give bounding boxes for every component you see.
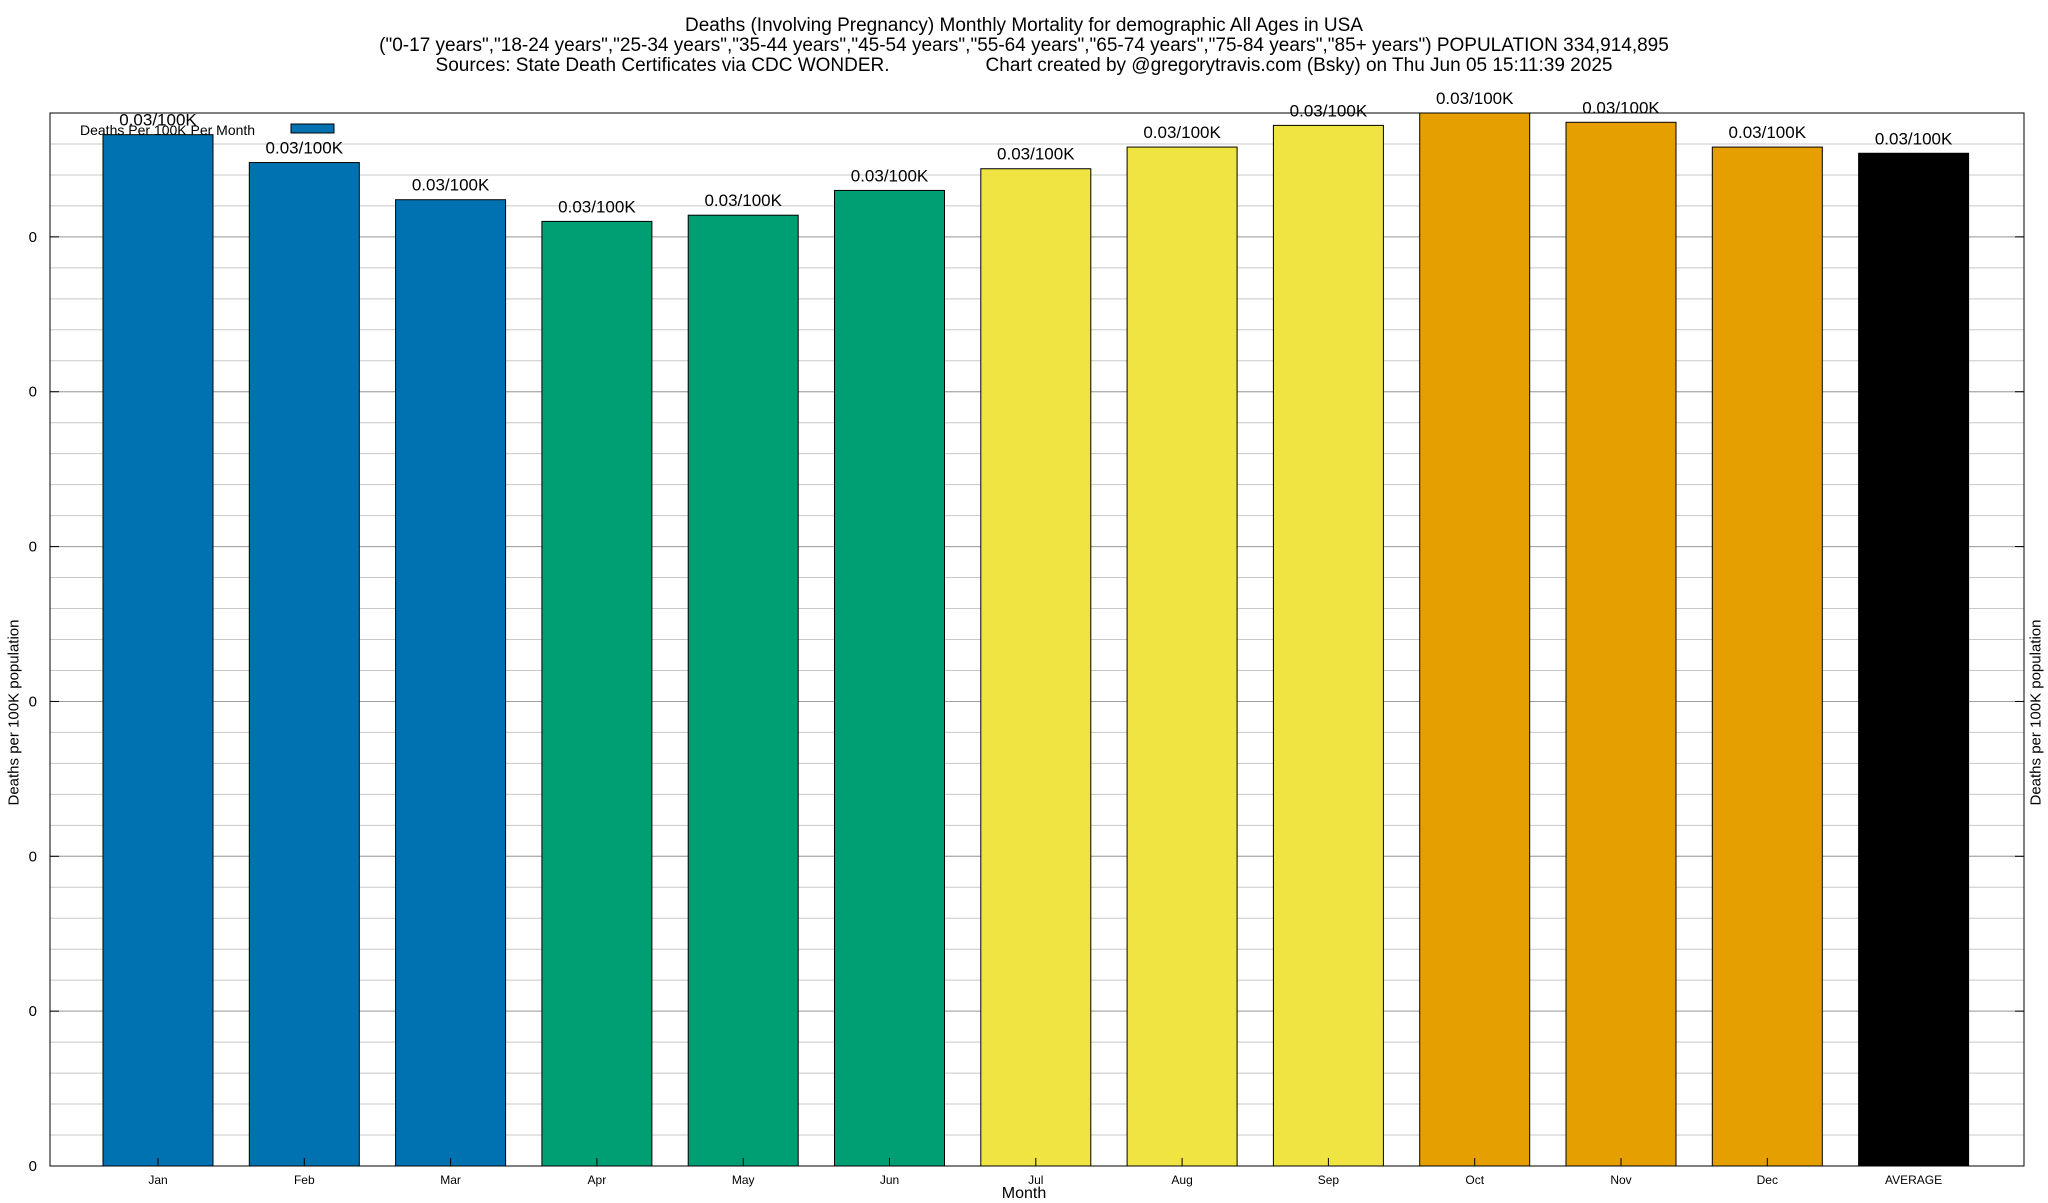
y-axis-label-left: Deaths per 100K population xyxy=(5,619,23,806)
bar xyxy=(248,162,360,1167)
x-tick-label: Jun xyxy=(880,1173,899,1187)
data-label: 0.03/100K xyxy=(997,145,1075,164)
legend-label: Deaths Per 100K Per Month xyxy=(80,122,255,138)
y-tick-label: 0 xyxy=(29,1003,37,1020)
data-label: 0.03/100K xyxy=(558,197,636,216)
data-label: 0.03/100K xyxy=(266,139,344,158)
x-tick-label: Aug xyxy=(1171,1173,1192,1187)
chart-sources-line: Sources: State Death Certificates via CD… xyxy=(0,55,2048,77)
y-tick-label: 0 xyxy=(29,693,37,710)
bar xyxy=(1126,146,1238,1167)
data-label: 0.03/100K xyxy=(1290,101,1368,120)
data-label: 0.03/100K xyxy=(1729,123,1807,142)
x-tick-label: May xyxy=(732,1173,755,1187)
bar xyxy=(395,199,507,1167)
x-tick-label: Sep xyxy=(1318,1173,1340,1187)
x-tick-label: Jan xyxy=(148,1173,167,1187)
x-tick-label: Nov xyxy=(1610,1173,1631,1187)
data-label: 0.03/100K xyxy=(851,166,929,185)
x-tick-label: Apr xyxy=(588,1173,607,1187)
bar xyxy=(541,220,653,1167)
data-label: 0.03/100K xyxy=(412,176,490,195)
bar xyxy=(980,168,1092,1167)
data-label: 0.03/100K xyxy=(1436,89,1514,108)
y-tick-label: 0 xyxy=(29,229,37,246)
bar xyxy=(102,134,214,1167)
bar xyxy=(1419,112,1531,1167)
x-tick-label: Feb xyxy=(294,1173,315,1187)
bar xyxy=(1711,146,1823,1167)
chart-credit: Chart created by @gregorytravis.com (Bsk… xyxy=(985,55,1613,76)
y-axis-label-right: Deaths per 100K population xyxy=(2027,619,2045,806)
bar xyxy=(687,214,799,1167)
data-label: 0.03/100K xyxy=(119,111,197,130)
x-tick-label: Oct xyxy=(1465,1173,1484,1187)
y-tick-label: 0 xyxy=(29,384,37,401)
chart-subtitle: ("0-17 years","18-24 years","25-34 years… xyxy=(379,35,1669,56)
bar xyxy=(1565,121,1677,1167)
plot-frame xyxy=(49,112,2025,1167)
x-tick-label: Dec xyxy=(1757,1173,1778,1187)
y-tick-label: 0 xyxy=(29,848,37,865)
data-label: 0.03/100K xyxy=(1143,123,1221,142)
y-tick-label: 0 xyxy=(29,1158,37,1175)
chart-title: Deaths (Involving Pregnancy) Monthly Mor… xyxy=(685,15,1363,36)
y-tick-label: 0 xyxy=(29,539,37,556)
data-label: 0.03/100K xyxy=(1582,98,1660,117)
x-axis-label: Month xyxy=(1001,1185,1047,1202)
legend-swatch xyxy=(290,123,335,134)
x-tick-label: AVERAGE xyxy=(1885,1173,1942,1187)
bar xyxy=(1858,152,1970,1167)
bar xyxy=(834,189,945,1167)
x-tick-label: Mar xyxy=(440,1173,461,1187)
x-tick-label: Jul xyxy=(1028,1173,1043,1187)
bar xyxy=(1272,124,1384,1167)
data-label: 0.03/100K xyxy=(704,191,782,210)
chart-sources: Sources: State Death Certificates via CD… xyxy=(435,55,890,76)
data-label: 0.03/100K xyxy=(1875,129,1953,148)
